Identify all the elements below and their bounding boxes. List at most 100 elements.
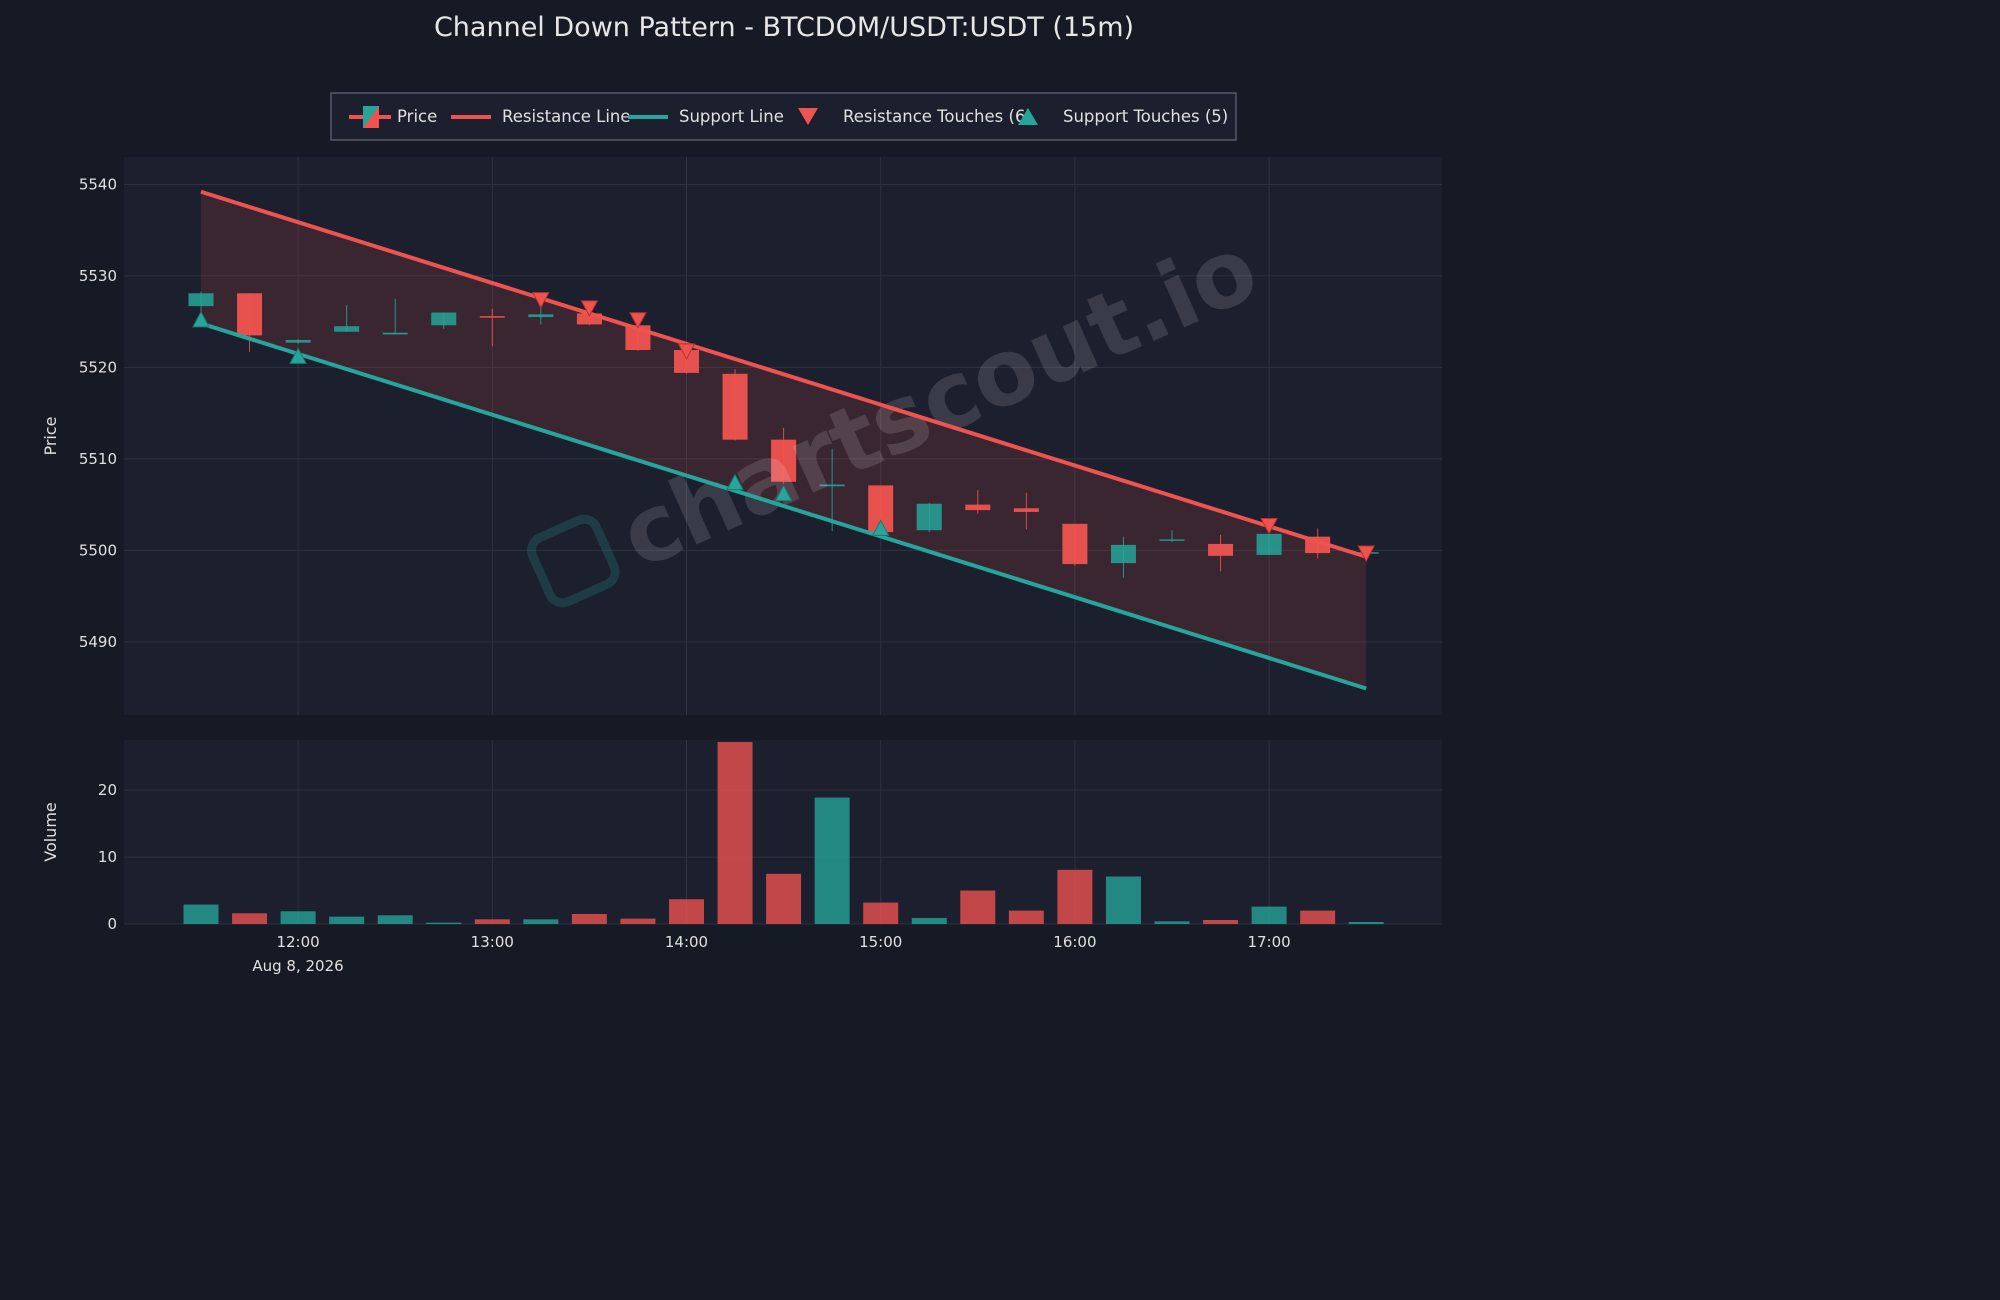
volume-axis-ticks: 0 10 20 (98, 781, 117, 933)
legend-resistance-label: Resistance Line (502, 107, 631, 126)
candle (916, 502, 942, 533)
volume-tick-label: 0 (107, 915, 117, 933)
legend-resistance-touches-label: Resistance Touches (6) (843, 107, 1032, 126)
candle (1208, 534, 1234, 572)
legend-support-touches-label: Support Touches (5) (1063, 107, 1228, 126)
candle (1110, 536, 1136, 578)
candle (819, 448, 845, 532)
volume-bar (426, 922, 462, 924)
volume-bar (669, 899, 704, 924)
resistance-touch-marker (629, 312, 647, 329)
candle (1159, 530, 1185, 543)
touch-markers (192, 292, 1376, 563)
resistance-touch-marker (1357, 545, 1376, 563)
candle-body (722, 373, 748, 440)
time-tick-label: 15:00 (859, 933, 902, 951)
candle (285, 339, 311, 344)
volume-bar (911, 917, 947, 924)
volume-bar (1008, 910, 1044, 924)
chart-title: Channel Down Pattern - BTCDOM/USDT:USDT … (434, 12, 1134, 43)
volume-bar (1105, 876, 1141, 924)
volume-tick-label: 10 (98, 848, 117, 866)
candle-body (1159, 539, 1185, 541)
legend: Price Resistance Line Support Line Resis… (330, 92, 1237, 141)
price-panel-background (124, 157, 1442, 715)
price-grid (124, 157, 1442, 715)
price-axis-label: Price (41, 416, 60, 455)
volume-bar (863, 902, 899, 924)
price-tick-label: 5500 (79, 541, 117, 559)
candle (237, 293, 263, 352)
support-touch-marker (726, 473, 744, 491)
support-touch-marker (192, 310, 210, 328)
candle-body (1256, 533, 1282, 555)
volume-bar (474, 919, 510, 924)
candle-body (771, 439, 797, 482)
volume-bar (571, 913, 607, 924)
volume-bar (1203, 919, 1239, 924)
volume-bar (1251, 906, 1287, 924)
candle-body (1062, 523, 1088, 565)
resistance-touch-marker (580, 300, 599, 317)
candle-body (674, 350, 699, 373)
candle-body (528, 314, 554, 318)
candle (1013, 492, 1039, 530)
volume-bar (1300, 910, 1336, 924)
volume-bar (766, 873, 802, 924)
candle (382, 298, 408, 335)
legend-price-icon (349, 106, 391, 128)
volume-bar (232, 913, 268, 924)
candle-body (431, 312, 457, 326)
volume-bar (1057, 869, 1093, 924)
candle (1062, 523, 1088, 566)
volume-bar (183, 904, 219, 924)
candle-body (576, 313, 602, 325)
candle-body (1013, 508, 1039, 512)
candle (771, 427, 797, 484)
time-tick-label: 12:00 (276, 933, 319, 951)
volume-bar (620, 918, 656, 924)
candle-body (188, 293, 214, 307)
volume-bar (377, 915, 413, 924)
candles-layer (188, 291, 1379, 578)
candle-body (479, 316, 505, 318)
volume-bar (523, 919, 559, 924)
legend-price-label: Price (397, 107, 437, 126)
candle-body (334, 326, 360, 332)
candle-body (237, 293, 263, 336)
candle-body (916, 503, 942, 531)
candle-body (285, 339, 311, 343)
time-axis-ticks: 12:00 13:00 14:00 15:00 16:00 17:00 (276, 933, 1290, 951)
volume-tick-label: 20 (98, 781, 117, 799)
volume-bar (280, 911, 316, 924)
chart-figure: Channel Down Pattern - BTCDOM/USDT:USDT … (41, 12, 1442, 975)
resistance-touch-marker (532, 292, 550, 309)
candle (722, 369, 748, 441)
support-touch-marker (289, 347, 307, 364)
support-line (200, 321, 1367, 691)
support-touch-marker (774, 484, 793, 502)
candle (965, 489, 991, 514)
candle (479, 308, 505, 347)
watermark-logo-icon (527, 514, 620, 608)
legend-support-label: Support Line (679, 107, 784, 126)
candle-body (965, 504, 991, 511)
resistance-line (200, 189, 1367, 559)
candle-body (1110, 544, 1136, 564)
time-tick-label: 17:00 (1247, 933, 1290, 951)
price-axis-ticks: 5490 5500 5510 5520 5530 5540 (79, 175, 117, 650)
volume-bar (960, 890, 996, 924)
volume-bar (329, 916, 365, 924)
candle-body (382, 332, 408, 335)
volume-axis-label: Volume (41, 802, 60, 862)
candle-body (819, 484, 845, 487)
time-tick-label: 16:00 (1053, 933, 1096, 951)
date-label: Aug 8, 2026 (252, 957, 343, 975)
price-tick-label: 5530 (79, 267, 117, 285)
legend-box (330, 92, 1237, 141)
volume-bar (814, 797, 850, 924)
price-tick-label: 5540 (79, 175, 117, 193)
support-touch-marker (871, 519, 890, 536)
candle-body (1208, 543, 1234, 556)
resistance-touch-marker (1260, 518, 1278, 535)
